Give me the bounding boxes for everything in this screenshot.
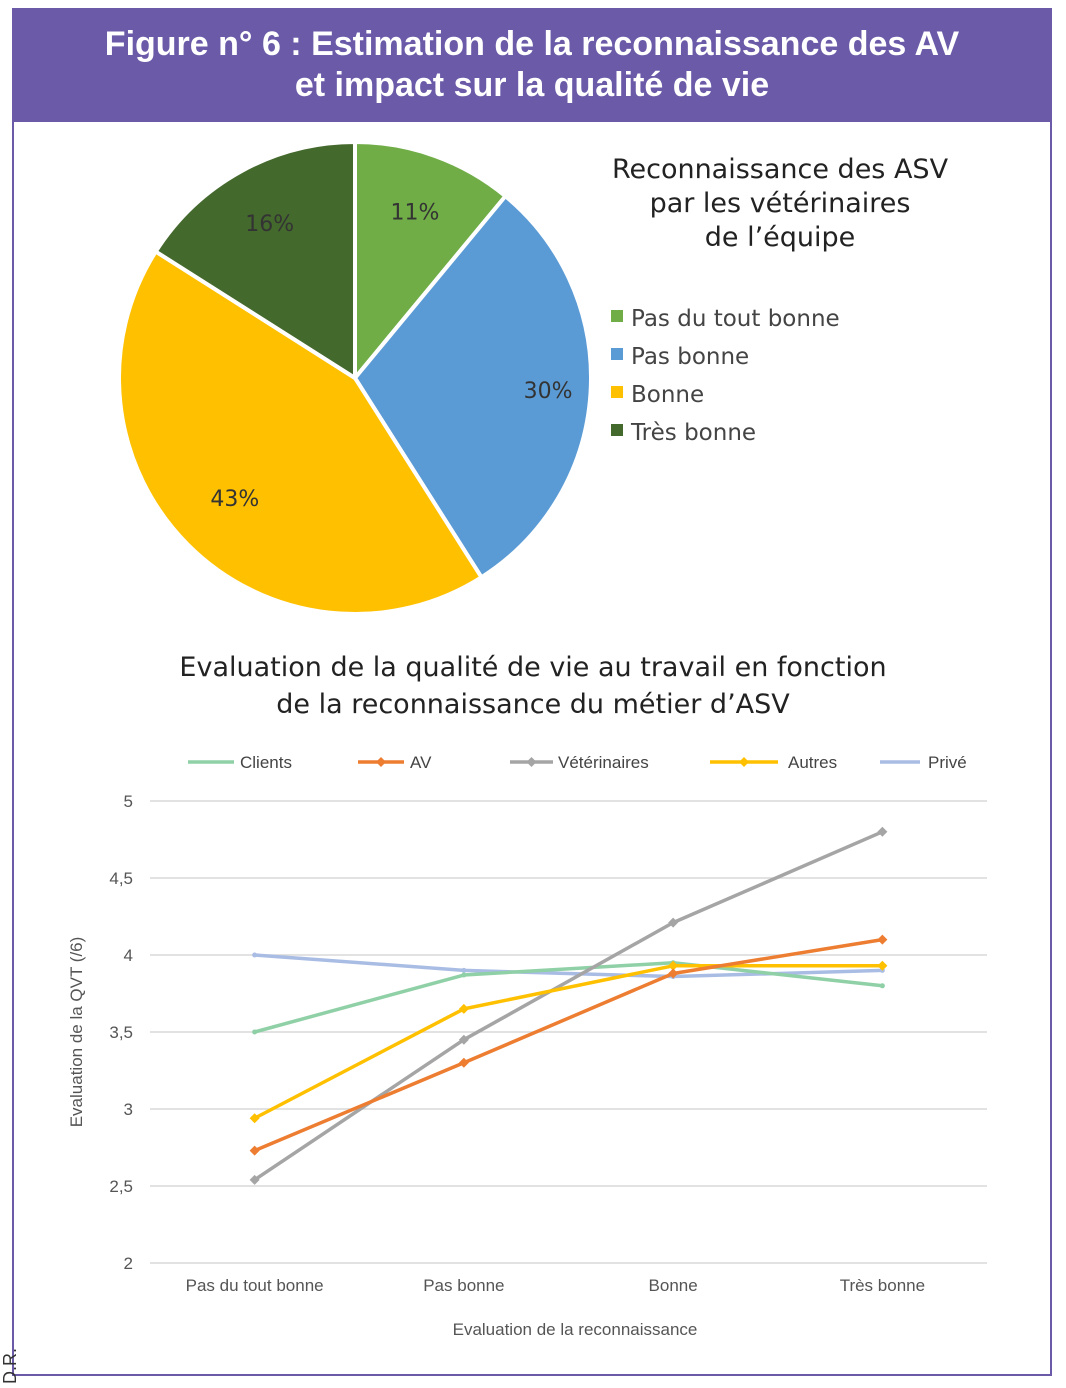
legend-marker	[526, 757, 537, 767]
x-tick-label: Pas du tout bonne	[186, 1276, 324, 1295]
line-chart-title-line: de la reconnaissance du métier d’ASV	[276, 689, 790, 720]
pie-legend-label: Bonne	[631, 382, 704, 408]
y-tick-label: 3	[124, 1100, 133, 1119]
data-point	[668, 968, 679, 979]
pie-chart: 11% 30% 43% 16%	[117, 139, 593, 616]
data-point	[668, 960, 679, 971]
y-tick-label: 5	[124, 792, 133, 811]
data-point	[252, 952, 258, 958]
series-vétérinaires	[249, 826, 888, 1185]
pie-slice	[117, 248, 485, 616]
legend-label: Clients	[240, 753, 292, 772]
pie-slice-label: 43%	[210, 487, 259, 512]
x-tick-label: Pas bonne	[423, 1276, 504, 1295]
pie-slice	[353, 139, 509, 384]
data-point	[249, 1113, 260, 1124]
data-point	[458, 1003, 469, 1014]
data-point	[461, 972, 467, 978]
pie-legend-swatch	[611, 310, 623, 322]
figure-title-line-2: et impact sur la qualité de vie	[294, 66, 770, 104]
series-line	[253, 937, 883, 1153]
line-chart-title-line: Evaluation de la qualité de vie au trava…	[179, 652, 886, 683]
series-clients	[252, 960, 885, 1035]
data-point	[461, 967, 467, 973]
data-point	[668, 917, 679, 928]
y-tick-label: 4	[124, 946, 133, 965]
line-chart-legend: Clients AV Vétérinaires Autres Privé	[188, 753, 967, 772]
pie-slice-label: 16%	[245, 212, 294, 237]
series-line	[254, 960, 883, 1034]
figure-title-line-1: Figure n° 6 : Estimation de la reconnais…	[104, 25, 960, 63]
line-chart-series	[249, 826, 888, 1185]
pie-title-line: de l’équipe	[705, 222, 856, 253]
legend-marker	[739, 757, 749, 767]
x-axis-label: Evaluation de la reconnaissance	[453, 1320, 698, 1339]
y-axis-label: Evaluation de la QVT (/6)	[67, 937, 86, 1128]
data-point	[252, 1029, 258, 1035]
series-line	[253, 964, 883, 1120]
data-point	[249, 1174, 260, 1185]
data-point	[458, 1057, 469, 1068]
y-tick-label: 4,5	[109, 869, 133, 888]
pie-legend-label: Pas du tout bonne	[631, 306, 840, 332]
pie-slice	[152, 139, 357, 382]
y-tick-label: 2,5	[109, 1177, 133, 1196]
data-point	[458, 1034, 469, 1045]
data-point	[877, 826, 888, 837]
series-line	[253, 830, 884, 1182]
data-point	[877, 934, 888, 945]
legend-label: Privé	[928, 753, 967, 772]
data-point	[879, 983, 885, 989]
series-av	[249, 934, 888, 1156]
legend-label: AV	[410, 753, 432, 772]
pie-slice	[352, 193, 593, 581]
pie-title-line: Reconnaissance des ASV	[612, 154, 949, 185]
y-tick-label: 3,5	[109, 1023, 133, 1042]
pie-slice-label: 11%	[391, 200, 440, 225]
pie-title-line: par les vétérinaires	[650, 188, 911, 219]
x-tick-label: Bonne	[649, 1276, 698, 1295]
data-point	[249, 1145, 260, 1156]
x-tick-label: Très bonne	[840, 1276, 925, 1295]
pie-legend-label: Très bonne	[630, 420, 756, 446]
series-autres	[249, 960, 888, 1124]
pie-legend-swatch	[611, 386, 623, 398]
legend-label: Autres	[788, 753, 837, 772]
legend-marker	[376, 757, 386, 767]
data-point	[877, 960, 888, 971]
line-chart-grid: 2 2,5 3 3,5 4 4,5 5	[109, 792, 987, 1273]
pie-legend-swatch	[611, 424, 623, 436]
pie-legend-label: Pas bonne	[631, 344, 749, 370]
y-tick-label: 2	[124, 1254, 133, 1273]
pie-legend-swatch	[611, 348, 623, 360]
pie-slice-label: 30%	[524, 379, 573, 404]
figure-header: Figure n° 6 : Estimation de la reconnais…	[12, 8, 1052, 122]
legend-label: Vétérinaires	[558, 753, 649, 772]
